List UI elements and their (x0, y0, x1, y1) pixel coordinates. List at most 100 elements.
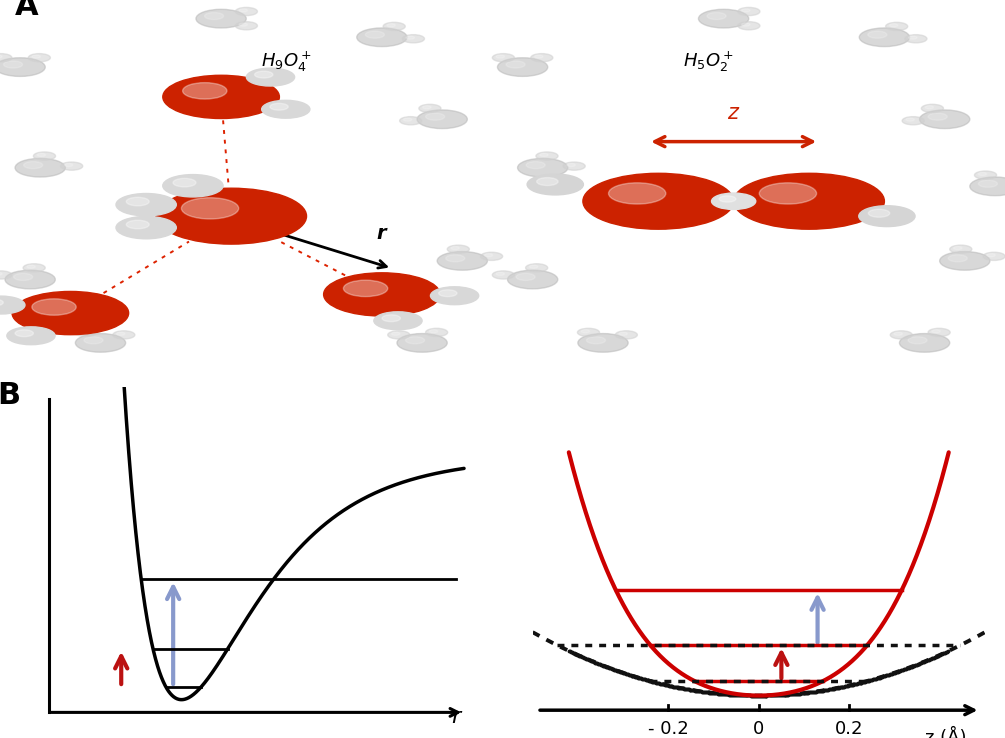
Circle shape (405, 337, 424, 344)
Circle shape (615, 331, 637, 339)
Circle shape (909, 337, 928, 344)
Circle shape (451, 246, 459, 249)
Circle shape (987, 254, 995, 257)
Circle shape (182, 198, 239, 219)
Circle shape (480, 252, 502, 261)
Circle shape (447, 245, 469, 253)
Circle shape (537, 178, 558, 185)
Circle shape (0, 271, 12, 279)
Circle shape (406, 36, 414, 39)
Circle shape (902, 117, 925, 125)
Circle shape (419, 104, 441, 112)
Circle shape (540, 154, 548, 156)
Circle shape (922, 104, 944, 112)
Circle shape (13, 273, 33, 280)
Circle shape (712, 193, 756, 210)
Circle shape (430, 287, 478, 305)
Circle shape (183, 83, 227, 99)
Circle shape (163, 175, 223, 197)
Circle shape (698, 10, 749, 28)
Circle shape (27, 265, 35, 268)
Circle shape (926, 106, 934, 108)
Circle shape (983, 252, 1005, 261)
Circle shape (402, 35, 424, 43)
Circle shape (954, 246, 962, 249)
Circle shape (484, 254, 492, 257)
Circle shape (738, 21, 760, 30)
Circle shape (127, 220, 149, 229)
Circle shape (261, 100, 310, 118)
Circle shape (75, 334, 126, 352)
Circle shape (970, 177, 1005, 196)
Text: $H_5O_2^+$: $H_5O_2^+$ (683, 50, 735, 75)
Circle shape (437, 252, 487, 270)
Text: B: B (0, 381, 20, 410)
Circle shape (890, 331, 913, 339)
Circle shape (742, 9, 750, 12)
Circle shape (239, 23, 247, 26)
Circle shape (254, 71, 273, 78)
Circle shape (508, 270, 558, 289)
Circle shape (270, 103, 288, 110)
Circle shape (950, 245, 972, 253)
Circle shape (859, 28, 910, 46)
Circle shape (426, 113, 444, 120)
Circle shape (531, 54, 553, 62)
Circle shape (84, 337, 103, 344)
Text: $H_9O_4^+$: $H_9O_4^+$ (261, 50, 313, 75)
Circle shape (530, 265, 538, 268)
Circle shape (387, 24, 395, 27)
Circle shape (357, 28, 407, 46)
Circle shape (563, 162, 585, 170)
Circle shape (0, 296, 25, 314)
Circle shape (7, 327, 55, 345)
Circle shape (64, 163, 72, 167)
Circle shape (116, 193, 176, 216)
Circle shape (246, 68, 294, 86)
Text: r: r (377, 224, 387, 243)
Circle shape (868, 31, 887, 38)
Circle shape (33, 152, 55, 160)
Circle shape (496, 272, 505, 275)
Circle shape (578, 334, 628, 352)
Circle shape (438, 290, 457, 297)
Circle shape (205, 13, 224, 20)
Circle shape (496, 55, 505, 58)
Circle shape (742, 23, 750, 26)
Circle shape (397, 334, 447, 352)
Circle shape (60, 162, 82, 170)
Circle shape (583, 173, 734, 230)
Circle shape (113, 331, 135, 339)
Circle shape (885, 22, 908, 30)
Circle shape (127, 197, 149, 206)
Circle shape (235, 21, 257, 30)
Circle shape (889, 24, 897, 27)
Circle shape (979, 180, 997, 187)
Circle shape (578, 328, 600, 337)
Circle shape (24, 162, 42, 169)
Circle shape (581, 330, 590, 333)
Circle shape (949, 255, 967, 262)
Circle shape (920, 110, 970, 128)
Text: - 0.2: - 0.2 (648, 720, 688, 738)
Circle shape (904, 35, 927, 43)
Circle shape (909, 36, 917, 39)
Circle shape (388, 331, 410, 339)
Circle shape (163, 75, 279, 119)
Circle shape (506, 61, 526, 68)
Circle shape (497, 58, 548, 77)
Circle shape (518, 159, 568, 177)
Circle shape (425, 328, 447, 337)
Text: 0: 0 (753, 720, 765, 738)
Circle shape (403, 118, 412, 121)
Circle shape (619, 332, 627, 335)
Circle shape (423, 106, 431, 108)
Circle shape (928, 328, 950, 337)
Circle shape (3, 61, 23, 68)
Circle shape (707, 13, 726, 20)
Circle shape (527, 174, 583, 195)
Circle shape (429, 330, 438, 333)
Circle shape (392, 332, 400, 335)
Text: z (Å): z (Å) (926, 728, 967, 738)
Circle shape (899, 334, 950, 352)
